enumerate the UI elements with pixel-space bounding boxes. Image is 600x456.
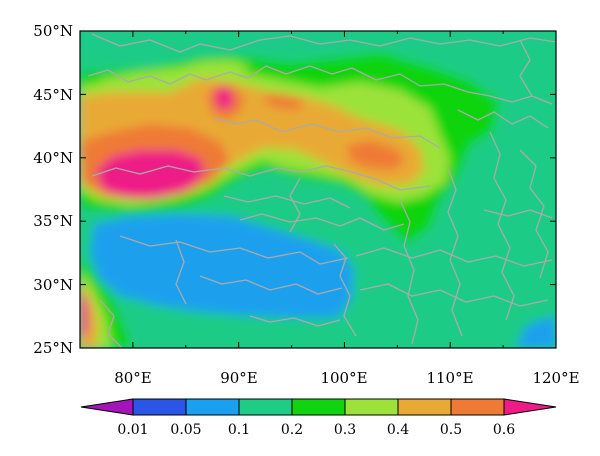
- colorbar-label-0.01: 0.01: [117, 422, 148, 438]
- colorbar-label-0.6: 0.6: [493, 422, 515, 438]
- colorbar: [80, 398, 557, 416]
- lat-tick-label-25: 25°N: [33, 339, 73, 357]
- contour-east-cell: [346, 140, 406, 170]
- colorbar-swatch: [450, 398, 505, 416]
- colorbar-swatch: [344, 398, 399, 416]
- colorbar-label-0.05: 0.05: [170, 422, 201, 438]
- colorbar-label-0.4: 0.4: [387, 422, 409, 438]
- lon-tick-label-110: 110°E: [426, 369, 473, 387]
- colorbar-arrow-high: [503, 398, 557, 416]
- lat-tick-label-35: 35°N: [33, 212, 73, 230]
- axis-ticks: [79, 30, 557, 349]
- contour-se-blue: [516, 318, 556, 348]
- lat-tick-label-40: 40°N: [33, 149, 73, 167]
- colorbar-swatch: [238, 398, 293, 416]
- lat-tick-label-45: 45°N: [33, 86, 73, 104]
- contour-plateau-low: [90, 214, 354, 318]
- lat-tick-label-50: 50°N: [33, 22, 73, 40]
- lon-tick-label-100: 100°E: [320, 369, 367, 387]
- colorbar-labels: 0.01 0.05 0.1 0.2 0.3 0.4 0.5 0.6: [117, 422, 515, 438]
- colorbar-arrow-low: [80, 398, 134, 416]
- contour-field: [80, 31, 556, 348]
- plot-frame: [79, 30, 557, 349]
- colorbar-label-0.2: 0.2: [281, 422, 303, 438]
- colorbar-swatch: [185, 398, 240, 416]
- colorbar-label-0.5: 0.5: [440, 422, 462, 438]
- contour-north-cell-core: [214, 86, 234, 110]
- colorbar-swatch: [291, 398, 346, 416]
- lon-tick-label-120: 120°E: [532, 369, 579, 387]
- contour-sw-core: [80, 292, 88, 340]
- contour-west-core: [96, 150, 206, 198]
- contour-mid-cell: [264, 94, 304, 110]
- colorbar-swatch: [132, 398, 187, 416]
- lat-tick-label-30: 30°N: [33, 276, 73, 294]
- colorbar-swatch: [397, 398, 452, 416]
- colorbar-label-0.3: 0.3: [334, 422, 356, 438]
- lon-tick-label-90: 90°E: [220, 369, 258, 387]
- lon-tick-label-80: 80°E: [114, 369, 152, 387]
- boundary-lines: [87, 33, 556, 348]
- colorbar-label-0.1: 0.1: [228, 422, 250, 438]
- contour-north-strip: [100, 60, 250, 88]
